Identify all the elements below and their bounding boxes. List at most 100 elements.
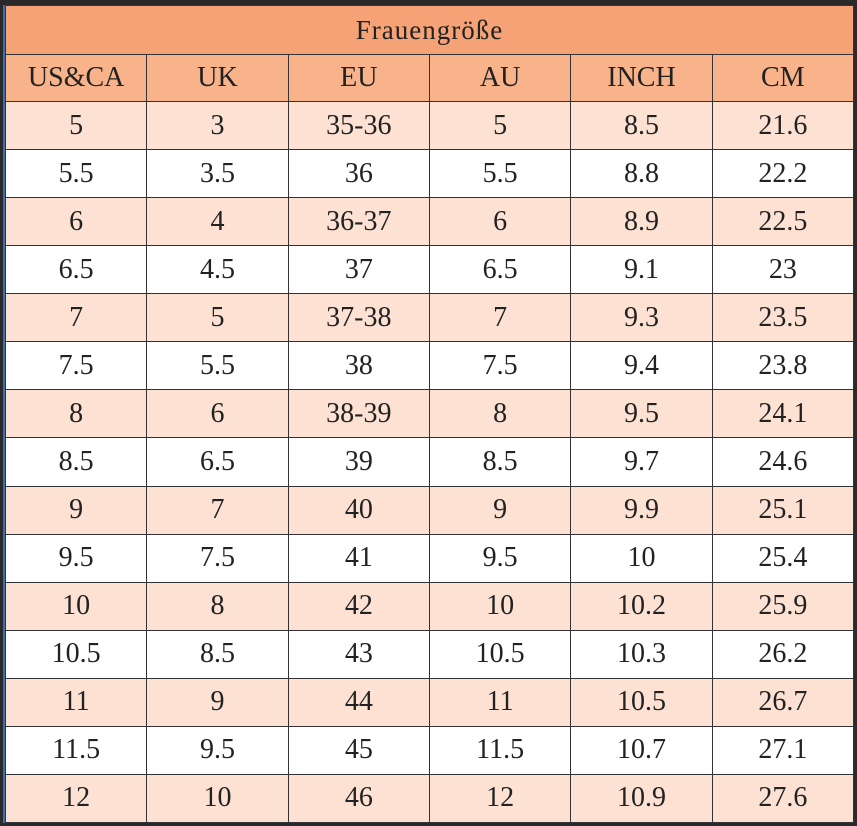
table-cell: 22.2 [711,149,855,199]
table-cell: 21.6 [711,100,855,151]
table-cell: 27.1 [711,725,855,775]
table-cell: 9 [146,677,289,727]
table-cell: 6.5 [146,437,289,487]
table-cell: 9.5 [146,725,289,775]
table-row: 10.5 8.5 43 10.5 10.3 26.2 [4,629,855,679]
table-cell: 25.9 [711,581,855,631]
table-cell: 12 [428,773,572,824]
table-cell: 10 [570,533,713,583]
table-cell: 12 [4,773,148,824]
table-cell: 26.7 [711,677,855,727]
table-row: 8 6 38-39 8 9.5 24.1 [4,389,855,439]
table-cell: 9.5 [4,533,148,583]
table-cell: 23 [711,245,855,295]
table-cell: 11 [4,677,148,727]
table-row: 12 10 46 12 10.9 27.6 [4,773,855,824]
table-cell: 5 [146,293,289,343]
table-title: Frauengröße [5,5,854,55]
table-cell: 3.5 [146,149,289,199]
table-cell: 9.1 [570,245,713,295]
table-cell: 24.6 [711,437,855,487]
table-row: 7 5 37-38 7 9.3 23.5 [4,293,855,343]
table-head: Frauengröße US&CA UK EU AU INCH CM [4,5,855,102]
table-row: 9 7 40 9 9.9 25.1 [4,485,855,535]
table-cell: 7 [428,293,572,343]
table-row: 5 3 35-36 5 8.5 21.6 [4,100,855,151]
table-cell: 7.5 [428,341,572,391]
table-cell: 35-36 [287,100,430,151]
table-cell: 6 [146,389,289,439]
table-cell: 40 [287,485,430,535]
table-cell: 37-38 [287,293,430,343]
column-header: UK [146,54,289,102]
table-row: 11.5 9.5 45 11.5 10.7 27.1 [4,725,855,775]
table-row: 5.5 3.5 36 5.5 8.8 22.2 [4,149,855,199]
table-cell: 11 [428,677,572,727]
size-chart: Frauengröße US&CA UK EU AU INCH CM 5 3 35-36 5 8.… [3,5,855,824]
table-row: 9.5 7.5 41 9.5 10 25.4 [4,533,855,583]
table-cell: 25.1 [711,485,855,535]
table-cell: 45 [287,725,430,775]
table-cell: 10 [4,581,148,631]
table-cell: 6 [4,197,148,247]
table-cell: 8.5 [146,629,289,679]
table-cell: 7 [4,293,148,343]
table-cell: 8.5 [4,437,148,487]
table-cell: 10 [146,773,289,824]
table-cell: 9.7 [570,437,713,487]
table-cell: 8 [4,389,148,439]
table-cell: 5.5 [428,149,572,199]
column-header: US&CA [4,54,148,102]
table-cell: 24.1 [711,389,855,439]
table-cell: 7 [146,485,289,535]
table-cell: 10.5 [428,629,572,679]
table-cell: 36 [287,149,430,199]
table-cell: 9.5 [570,389,713,439]
table-cell: 42 [287,581,430,631]
table-cell: 8 [428,389,572,439]
table-cell: 4.5 [146,245,289,295]
column-header: AU [428,54,572,102]
table-cell: 23.5 [711,293,855,343]
table-cell: 25.4 [711,533,855,583]
table-cell: 5.5 [146,341,289,391]
table-cell: 27.6 [711,773,855,824]
table-cell: 44 [287,677,430,727]
title-row: Frauengröße [5,5,854,55]
table-cell: 8 [146,581,289,631]
column-header: CM [711,54,855,102]
table-row: 11 9 44 11 10.5 26.7 [4,677,855,727]
table-cell: 41 [287,533,430,583]
table-cell: 9 [4,485,148,535]
table-cell: 8.5 [428,437,572,487]
table-cell: 7.5 [4,341,148,391]
table-row: 6.5 4.5 37 6.5 9.1 23 [4,245,855,295]
table-cell: 5 [428,100,572,151]
table-cell: 5 [4,100,148,151]
table-cell: 4 [146,197,289,247]
table-cell: 7.5 [146,533,289,583]
table-cell: 5.5 [4,149,148,199]
column-header: INCH [570,54,713,102]
table-row: 7.5 5.5 38 7.5 9.4 23.8 [4,341,855,391]
table-body: 5 3 35-36 5 8.5 21.6 5.5 3.5 36 5.5 8.8 22.2 6 4 36-37… [4,100,855,824]
table-cell: 10 [428,581,572,631]
table-cell: 26.2 [711,629,855,679]
table-cell: 10.5 [570,677,713,727]
table-cell: 6 [428,197,572,247]
table-cell: 37 [287,245,430,295]
table-cell: 8.9 [570,197,713,247]
table-cell: 9.4 [570,341,713,391]
table-row: 10 8 42 10 10.2 25.9 [4,581,855,631]
table-cell: 43 [287,629,430,679]
table-cell: 46 [287,773,430,824]
table-cell: 38 [287,341,430,391]
table-cell: 22.5 [711,197,855,247]
table-cell: 10.3 [570,629,713,679]
table-cell: 11.5 [4,725,148,775]
column-header: EU [287,54,430,102]
table-cell: 3 [146,100,289,151]
table-cell: 36-37 [287,197,430,247]
table-cell: 38-39 [287,389,430,439]
